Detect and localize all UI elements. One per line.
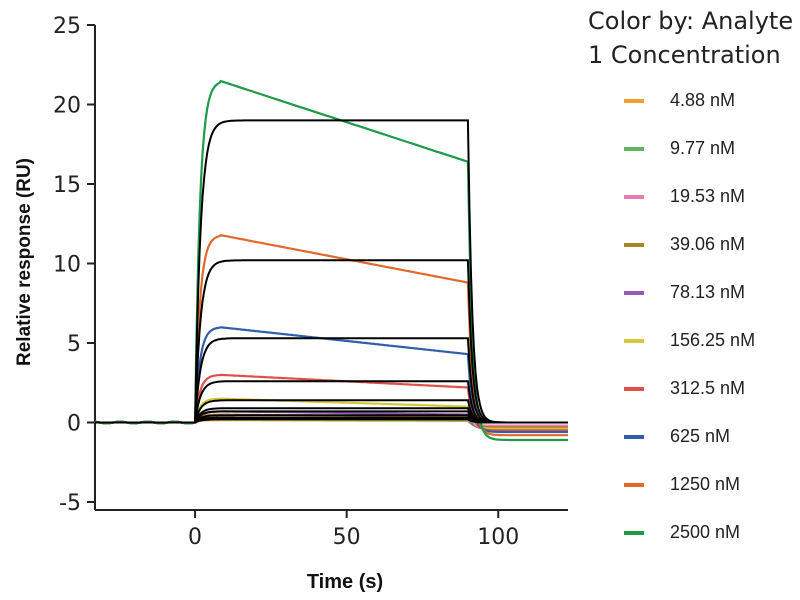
legend-item: 1250 nM <box>624 470 794 500</box>
legend-swatch <box>624 243 644 247</box>
legend-label: 78.13 nM <box>670 282 746 302</box>
legend-label: 19.53 nM <box>670 186 746 206</box>
legend-swatch <box>624 99 644 103</box>
axes: -5 0 5 10 15 20 25 0 50 100 <box>53 14 568 550</box>
y-tick-label: 10 <box>53 253 81 278</box>
legend-label: 9.77 nM <box>670 138 736 158</box>
legend-swatch <box>624 339 644 343</box>
legend-item: 4.88 nM <box>624 86 794 116</box>
y-tick-label: 5 <box>67 332 81 357</box>
legend-item: 156.25 nM <box>624 326 794 356</box>
x-tick-label: 100 <box>477 525 519 550</box>
legend-label: 2500 nM <box>670 522 741 542</box>
legend-swatch <box>624 387 644 391</box>
x-tick-label: 0 <box>188 525 202 550</box>
legend-label: 312.5 nM <box>670 378 746 398</box>
y-axis-label: Relative response (RU) <box>14 158 35 366</box>
y-tick-label: -5 <box>59 491 81 516</box>
legend-item: 9.77 nM <box>624 134 794 164</box>
y-tick-label: 15 <box>53 173 81 198</box>
fit-curves <box>95 119 568 424</box>
legend-label: 39.06 nM <box>670 234 746 254</box>
y-tick-label: 25 <box>53 14 81 39</box>
fit-curve <box>95 119 568 424</box>
legend-swatch <box>624 435 644 439</box>
legend-title-line-1: Color by: Analyte <box>588 7 794 35</box>
legend-title-line-2: 1 Concentration <box>588 41 781 69</box>
legend-label: 625 nM <box>670 426 731 446</box>
legend-label: 4.88 nM <box>670 90 736 110</box>
legend-item: 78.13 nM <box>624 278 794 308</box>
legend-item: 39.06 nM <box>624 230 794 260</box>
y-tick-label: 20 <box>53 94 81 119</box>
fit-curve <box>95 259 568 424</box>
legend-swatch <box>624 147 644 151</box>
legend-swatch <box>624 483 644 487</box>
legend-item: 312.5 nM <box>624 374 794 404</box>
y-tick-label: 0 <box>67 412 81 437</box>
legend-item: 2500 nM <box>624 518 794 548</box>
x-axis-label: Time (s) <box>307 571 383 593</box>
legend-item: 19.53 nM <box>624 182 794 212</box>
legend-swatch <box>624 195 644 199</box>
legend-title: Color by: Analyte 1 Concentration <box>588 4 793 72</box>
legend-item: 625 nM <box>624 422 794 452</box>
curve-1250-nM <box>94 234 568 437</box>
legend-label: 156.25 nM <box>670 330 756 350</box>
legend-swatch <box>624 291 644 295</box>
axis-labels: Time (s) Relative response (RU) <box>14 158 383 593</box>
legend-label: 1250 nM <box>670 474 741 494</box>
legend-swatch <box>624 531 644 535</box>
x-tick-label: 50 <box>333 525 361 550</box>
